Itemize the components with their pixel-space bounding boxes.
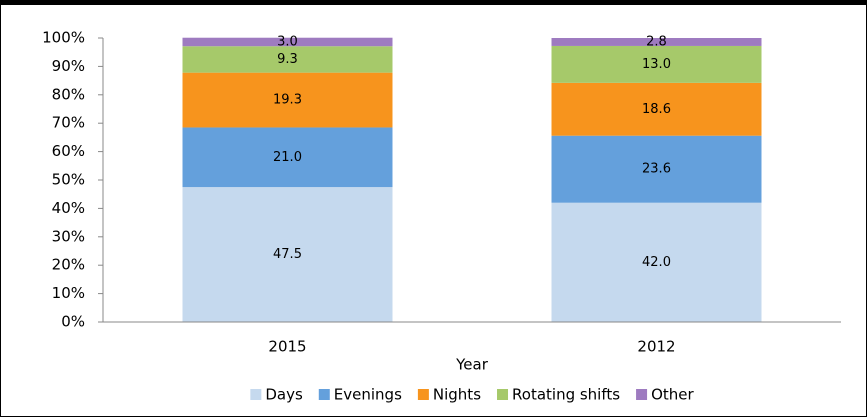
value-label: 47.5 (273, 247, 302, 262)
y-tick-label: 20% (52, 256, 85, 274)
legend-swatch (318, 389, 330, 400)
legend-swatch (497, 389, 509, 400)
y-tick-label: 90% (52, 57, 85, 75)
y-tick-label: 100% (42, 29, 85, 47)
top-bar (0, 0, 867, 5)
bar-segment (551, 202, 762, 322)
legend-swatch (250, 389, 262, 400)
y-tick-label: 0% (61, 313, 85, 331)
bar-segment (182, 37, 393, 47)
y-tick-label: 80% (52, 85, 85, 103)
y-tick-label: 70% (52, 114, 85, 132)
y-tick-label: 10% (52, 284, 85, 302)
bar-segment (182, 127, 393, 188)
bar-segment (551, 45, 762, 83)
legend-swatch (636, 389, 648, 400)
legend-label: Other (651, 386, 694, 404)
bar-segment (551, 135, 762, 203)
bar-segment (182, 46, 393, 73)
bar-segment (551, 82, 762, 136)
value-label: 9.3 (277, 52, 298, 67)
value-label: 21.0 (273, 150, 302, 165)
y-tick-label: 60% (52, 142, 85, 160)
legend-label: Nights (433, 386, 481, 404)
value-label: 19.3 (273, 93, 302, 108)
legend-label: Rotating shifts (512, 386, 620, 404)
value-label: 2.8 (646, 34, 667, 49)
legend-label: Evenings (334, 386, 402, 404)
bar-segment (182, 187, 393, 322)
y-tick-label: 30% (52, 227, 85, 245)
value-label: 18.6 (642, 102, 671, 117)
value-label: 13.0 (642, 57, 671, 72)
legend-swatch (417, 389, 429, 400)
y-tick-label: 50% (52, 171, 85, 189)
legend-label: Days (265, 386, 303, 404)
bar-segment (182, 72, 393, 128)
x-tick-label: 2012 (637, 338, 675, 356)
bar-segment (551, 38, 762, 46)
value-label: 3.0 (277, 34, 298, 49)
value-label: 23.6 (642, 162, 671, 177)
x-tick-label: 2015 (268, 338, 306, 356)
y-tick-label: 40% (52, 199, 85, 217)
value-label: 42.0 (642, 255, 671, 270)
x-axis-label: Year (455, 356, 489, 374)
